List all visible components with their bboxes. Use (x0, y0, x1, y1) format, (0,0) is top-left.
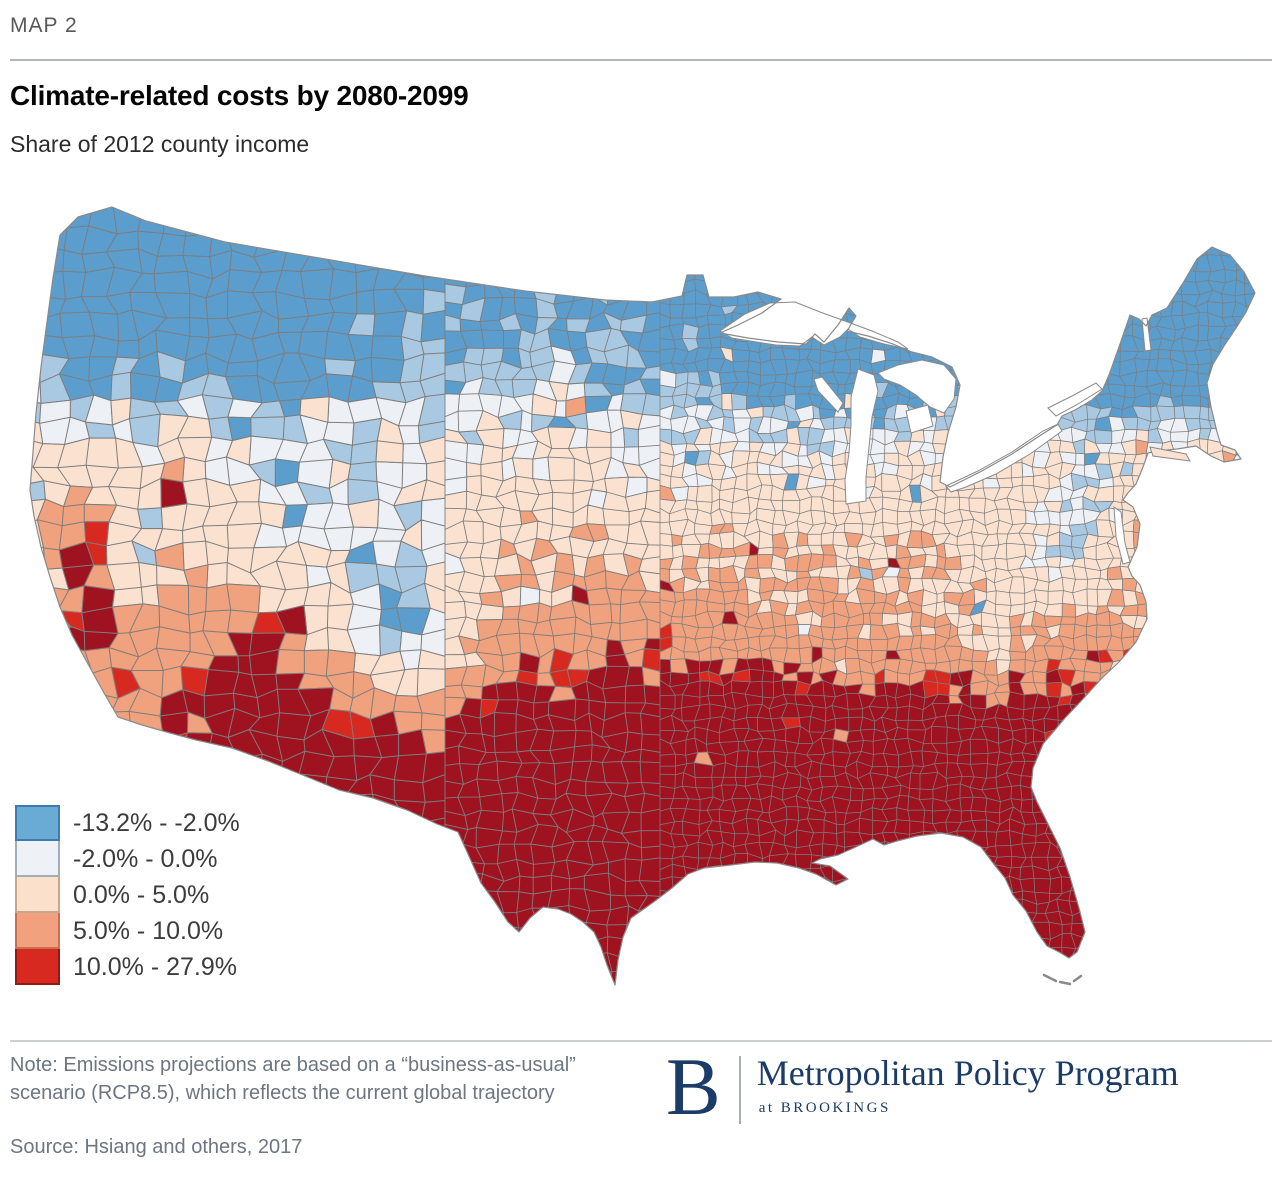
logo-program-name: Metropolitan Policy Program (756, 1053, 1179, 1093)
us-outline (29, 206, 1256, 986)
legend-swatch (15, 841, 60, 877)
long-island (1149, 446, 1191, 462)
map-legend: -13.2% - -2.0% -2.0% - 0.0% 0.0% - 5.0% 5.0… (15, 805, 240, 985)
legend-swatch (15, 913, 60, 949)
legend-row: -13.2% - -2.0% (15, 805, 240, 841)
brookings-logo: B Metropolitan Policy Program at BROOKIN… (666, 1041, 1179, 1132)
legend-row: 10.0% - 27.9% (15, 949, 240, 985)
great-lake-water (1141, 317, 1152, 352)
florida-keys (1042, 973, 1083, 986)
legend-label: 5.0% - 10.0% (73, 916, 224, 945)
great-lake-water (877, 359, 957, 414)
source-text: Source: Hsiang and others, 2017 (10, 1136, 303, 1158)
us-county-choropleth-map (0, 195, 1280, 1040)
legend-label: 10.0% - 27.9% (73, 952, 237, 981)
note-text: Note: Emissions projections are based on… (10, 1054, 576, 1104)
logo-divider (738, 1056, 741, 1124)
legend-swatch (15, 877, 60, 913)
county-bin-dark_red (444, 584, 662, 985)
figure-subtitle: Share of 2012 county income (10, 131, 310, 157)
great-lake-water (1047, 382, 1103, 417)
legend-swatch (15, 805, 60, 841)
figure-title: Climate-related costs by 2080-2099 (10, 80, 469, 111)
legend-label: -2.0% - 0.0% (73, 844, 218, 873)
legend-swatch (15, 949, 60, 985)
great-lake-water (905, 404, 934, 434)
legend-row: 0.0% - 5.0% (15, 877, 240, 913)
legend-row: 5.0% - 10.0% (15, 913, 240, 949)
logo-affiliation: at BROOKINGS (758, 1099, 891, 1116)
legend-row: -2.0% - 0.0% (15, 841, 240, 877)
legend-label: -13.2% - -2.0% (73, 808, 240, 837)
legend-label: 0.0% - 5.0% (73, 880, 210, 909)
great-lake-water (719, 301, 909, 350)
brookings-b-monogram: B (666, 1041, 721, 1132)
choropleth-svg (29, 206, 1256, 986)
great-lake-water (813, 376, 844, 413)
top-divider (10, 59, 1272, 61)
great-lake-water (844, 368, 879, 505)
bottom-divider (10, 1040, 1272, 1042)
figure-kicker: MAP 2 (10, 14, 78, 37)
